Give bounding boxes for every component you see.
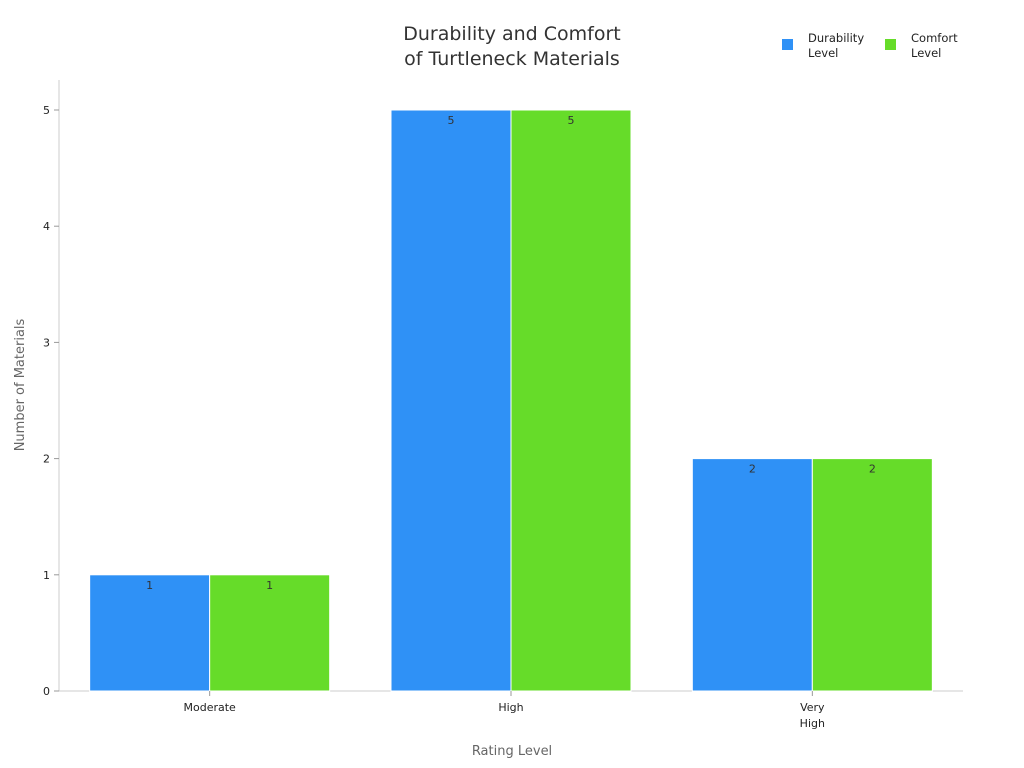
y-tick-label: 5 (43, 104, 50, 117)
data-label: 5 (568, 114, 575, 127)
legend-swatch (885, 39, 896, 50)
x-tick-label: Very (800, 701, 825, 714)
bar-comfort (209, 574, 331, 692)
x-tick-label: Moderate (184, 701, 237, 714)
legend-label: Comfort (911, 31, 958, 45)
y-axis-label: Number of Materials (13, 318, 28, 451)
y-tick-label: 2 (43, 453, 50, 466)
legend-label: Durability (808, 31, 864, 45)
y-tick-label: 1 (43, 569, 50, 582)
data-label: 2 (869, 463, 876, 476)
legend-label: Level (911, 46, 941, 60)
data-label: 1 (146, 579, 153, 592)
bar-durability (691, 458, 813, 692)
bar-durability (390, 109, 512, 692)
y-tick-label: 4 (43, 220, 50, 233)
bar-comfort (811, 458, 933, 692)
x-tick-label: High (498, 701, 523, 714)
y-tick-label: 0 (43, 685, 50, 698)
data-label: 5 (448, 114, 455, 127)
data-label: 1 (266, 579, 273, 592)
data-label: 2 (749, 463, 756, 476)
bar-comfort (510, 109, 632, 692)
chart-title: of Turtleneck Materials (404, 48, 620, 70)
x-axis-label: Rating Level (472, 744, 552, 759)
bar-durability (89, 574, 211, 692)
legend-label: Level (808, 46, 838, 60)
y-tick-label: 3 (43, 336, 50, 349)
x-tick-label: High (800, 717, 825, 730)
legend-swatch (782, 39, 793, 50)
chart-title: Durability and Comfort (403, 23, 621, 45)
